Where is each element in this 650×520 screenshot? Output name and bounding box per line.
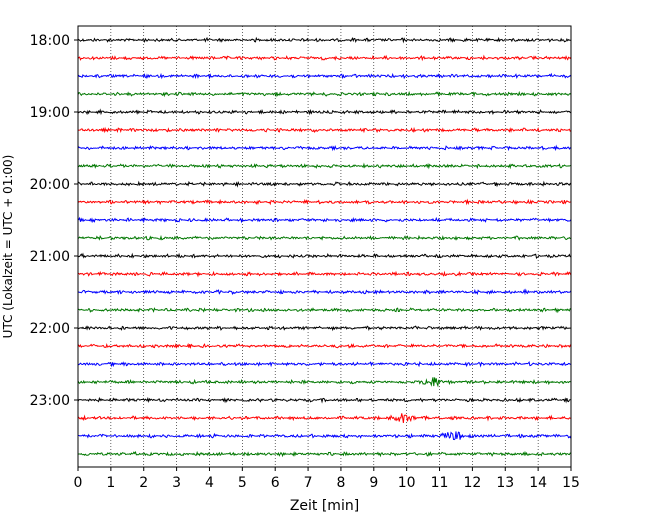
x-tick-label: 11 <box>431 475 449 491</box>
seismogram-trace <box>77 72 572 80</box>
seismogram-trace <box>78 431 572 441</box>
x-tick-label: 12 <box>463 475 481 491</box>
seismogram-trace <box>77 198 572 206</box>
y-tick-label: 18:00 <box>30 33 70 49</box>
x-tick-label: 14 <box>529 475 547 491</box>
seismogram-trace <box>77 307 572 314</box>
seismogram-trace <box>77 396 572 404</box>
x-axis-label: Zeit [min] <box>290 498 359 514</box>
seismogram-trace <box>77 126 572 134</box>
x-tick-label: 6 <box>271 475 280 491</box>
plot-frame <box>77 25 572 468</box>
seismogram-trace <box>77 450 572 458</box>
seismogram-trace <box>77 325 572 332</box>
x-tick-label: 0 <box>74 475 83 491</box>
x-tick-label: 9 <box>369 475 378 491</box>
x-axis-ticks: 0 1 2 3 4 5 6 7 8 9 10 11 12 13 14 15 <box>74 467 580 491</box>
grid-layer <box>110 26 539 467</box>
seismogram-trace <box>77 270 572 278</box>
x-tick-label: 1 <box>106 475 115 491</box>
seismogram-trace <box>77 234 572 241</box>
x-tick-label: 13 <box>496 475 514 491</box>
seismogram-trace <box>77 90 572 98</box>
seismogram-trace <box>77 108 572 116</box>
seismogram-trace <box>77 180 572 188</box>
seismogram-trace <box>77 288 572 296</box>
seismogram-trace <box>77 144 572 152</box>
x-tick-label: 4 <box>205 475 214 491</box>
seismogram-trace <box>77 54 572 62</box>
seismogram-trace <box>77 252 572 259</box>
trace-layer <box>77 36 572 458</box>
x-tick-label: 15 <box>562 475 580 491</box>
seismogram-trace <box>77 162 572 170</box>
x-tick-label: 3 <box>172 475 181 491</box>
x-tick-label: 8 <box>336 475 345 491</box>
seismogram-trace <box>77 377 572 388</box>
y-axis-label: UTC (Lokalzeit = UTC + 01:00) <box>1 155 15 339</box>
seismogram-trace <box>77 342 572 350</box>
seismogram-trace <box>77 361 572 368</box>
y-tick-label: 20:00 <box>30 177 70 193</box>
seismogram-trace <box>77 36 572 44</box>
seismogram-trace <box>77 216 572 224</box>
y-tick-label: 22:00 <box>30 321 70 337</box>
y-tick-label: 19:00 <box>30 105 70 121</box>
x-tick-label: 5 <box>238 475 247 491</box>
y-tick-label: 21:00 <box>30 249 70 265</box>
x-tick-label: 10 <box>398 475 416 491</box>
y-tick-label: 23:00 <box>30 393 70 409</box>
y-axis-ticks: 18:00 19:00 20:00 21:00 22:00 23:00 <box>30 33 78 409</box>
x-tick-label: 2 <box>139 475 148 491</box>
x-tick-label: 7 <box>304 475 313 491</box>
seismogram-trace <box>77 413 572 424</box>
